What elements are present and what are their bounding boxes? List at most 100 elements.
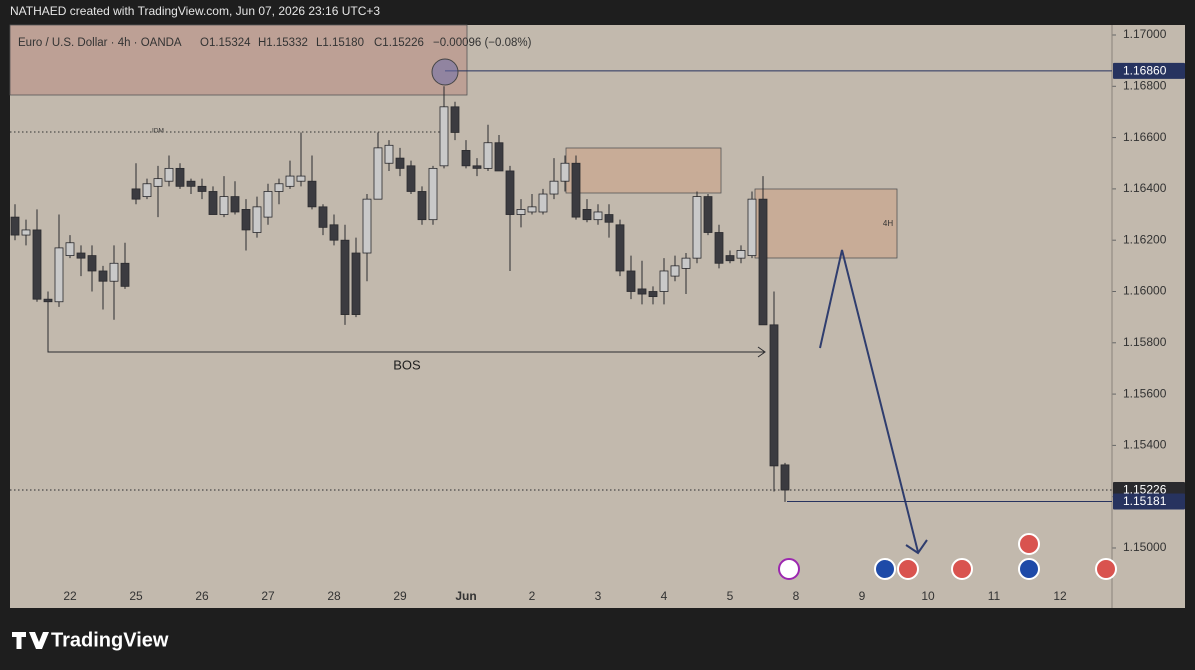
x-tick-label: 25: [129, 589, 143, 603]
supply-zone: [754, 188, 898, 259]
candle-body: [274, 183, 284, 192]
y-tick-label: 1.17000: [1123, 27, 1167, 41]
candle-body: [527, 206, 537, 213]
legend-close: C1.15226: [374, 37, 424, 49]
candle-body: [769, 324, 779, 467]
candle-body: [65, 242, 75, 256]
candle-body: [10, 216, 20, 236]
event-icon[interactable]: [1095, 558, 1117, 580]
supply-zone: [9, 24, 468, 96]
candle-body: [76, 252, 86, 259]
candle-body: [32, 229, 42, 300]
candle-body: [450, 106, 460, 133]
candle-body: [637, 288, 647, 295]
candle-body: [472, 165, 482, 169]
candle-body: [329, 224, 339, 241]
candle-body: [362, 198, 372, 254]
candle-body: [318, 206, 328, 228]
candle-body: [164, 167, 174, 182]
x-tick-label: 3: [595, 589, 602, 603]
marks: 1.150001.152001.154001.156001.158001.160…: [10, 25, 1185, 608]
candle-body: [263, 191, 273, 218]
y-tick-label: 1.15800: [1123, 335, 1167, 349]
highlight-circle: [431, 58, 459, 86]
candle-body: [241, 209, 251, 231]
x-tick-label: Jun: [455, 589, 476, 603]
event-icon[interactable]: [1018, 533, 1040, 555]
candle-body: [538, 193, 548, 213]
candle-body: [208, 191, 218, 215]
bos-label: BOS: [393, 357, 421, 372]
idm-label: IDM: [152, 128, 164, 135]
candle-body: [703, 196, 713, 233]
candle-body: [604, 214, 614, 223]
candle-body: [714, 232, 724, 264]
candle-body: [406, 165, 416, 192]
candle-body: [175, 167, 185, 187]
candle-body: [626, 270, 636, 292]
x-tick-label: 29: [393, 589, 407, 603]
x-tick-label: 5: [727, 589, 734, 603]
candle-body: [417, 191, 427, 221]
event-icon[interactable]: [874, 558, 896, 580]
x-tick-label: 12: [1053, 589, 1067, 603]
supply-zone: [565, 147, 722, 194]
price-label: 1.15226: [1123, 483, 1167, 497]
legend-open: O1.15324: [200, 37, 251, 49]
candle-body: [428, 167, 438, 221]
candle-body: [648, 291, 658, 298]
candle-body: [296, 175, 306, 182]
legend-low: L1.15180: [316, 37, 364, 49]
candle-body: [505, 170, 515, 215]
zone-label: 4H: [883, 219, 893, 228]
candle-body: [373, 147, 383, 200]
candle-body: [120, 262, 130, 287]
x-tick-label: 9: [859, 589, 866, 603]
bos-arrowhead: [757, 346, 766, 358]
candle-body: [681, 257, 691, 269]
y-tick-label: 1.15400: [1123, 438, 1167, 452]
candle-body: [153, 178, 163, 187]
candle-body: [780, 464, 790, 491]
candle-body: [230, 196, 240, 213]
price-label: 1.15181: [1123, 494, 1167, 508]
x-tick-label: 10: [921, 589, 935, 603]
x-tick-label: 2: [529, 589, 536, 603]
candle-body: [21, 229, 31, 236]
event-icon[interactable]: [778, 558, 800, 580]
legend-high: H1.15332: [258, 37, 308, 49]
projection-arrowhead: [905, 539, 928, 555]
event-icon[interactable]: [897, 558, 919, 580]
candle-body: [549, 180, 559, 195]
candle-body: [98, 270, 108, 282]
brand-name: TradingView: [51, 629, 169, 651]
candle-body: [692, 196, 702, 259]
candle-body: [516, 209, 526, 215]
candle-body: [109, 262, 119, 282]
event-icon[interactable]: [1018, 558, 1040, 580]
candle-body: [593, 211, 603, 221]
y-tick-label: 1.15000: [1123, 540, 1167, 554]
x-tick-label: 22: [63, 589, 77, 603]
candle-body: [560, 162, 570, 182]
candle-body: [736, 250, 746, 259]
candle-body: [395, 157, 405, 169]
candle-body: [747, 198, 757, 256]
legend-change: −0.00096 (−0.08%): [433, 37, 532, 49]
event-icon[interactable]: [951, 558, 973, 580]
projection-arrow: [819, 249, 919, 553]
price-label-box: [1113, 62, 1185, 79]
y-tick-label: 1.15600: [1123, 386, 1167, 400]
candle-body: [285, 175, 295, 187]
candle-body: [725, 255, 735, 262]
candle-body: [384, 144, 394, 164]
candle-body: [340, 239, 350, 315]
legend-symbol: Euro / U.S. Dollar · 4h · OANDA: [18, 37, 182, 49]
candle-body: [54, 247, 64, 303]
candle-body: [43, 298, 53, 303]
candle-body: [758, 198, 768, 326]
y-tick-label: 1.16600: [1123, 130, 1167, 144]
price-label-box: [1113, 493, 1185, 510]
